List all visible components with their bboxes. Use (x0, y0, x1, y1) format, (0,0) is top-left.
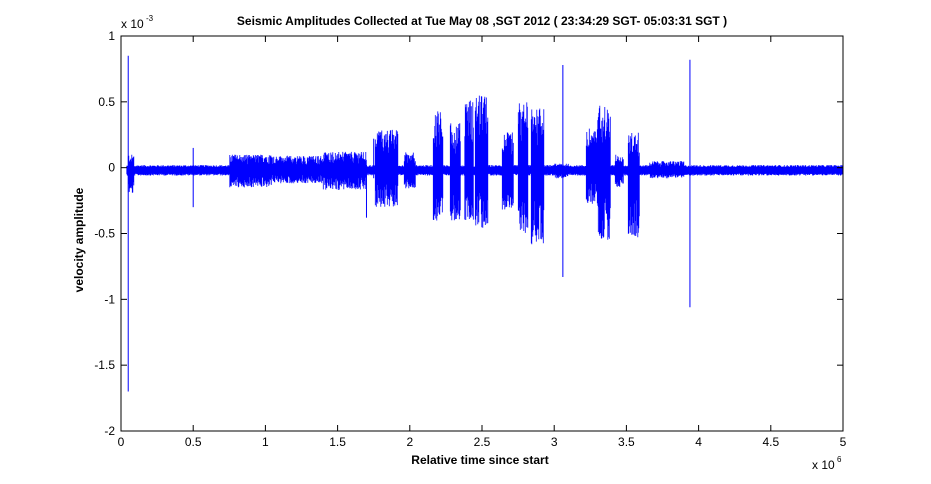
x-axis-multiplier: x 10 6 (812, 455, 842, 472)
plot-background (121, 36, 843, 431)
y-axis-ticks: -2 -1.5 -1 -0.5 0 0.5 1 (94, 29, 843, 438)
y-tick-label: 0.5 (98, 95, 115, 109)
y-axis-label: velocity amplitude (72, 187, 86, 292)
y-tick-label: -2 (104, 424, 115, 438)
x-tick-label: 1.5 (329, 435, 346, 449)
x-tick-label: 3.5 (618, 435, 635, 449)
x-tick-label: 2.5 (474, 435, 491, 449)
x-tick-label: 2 (406, 435, 413, 449)
plot-area (121, 36, 843, 431)
x-tick-label: 1 (262, 435, 269, 449)
x-multiplier-base: x 10 (812, 458, 835, 472)
x-tick-label: 4 (695, 435, 702, 449)
x-axis-label: Relative time since start (411, 453, 548, 467)
x-tick-label: 4.5 (762, 435, 779, 449)
x-tick-label: 0 (118, 435, 125, 449)
x-tick-label: 5 (840, 435, 847, 449)
y-tick-label: 1 (108, 29, 115, 43)
x-tick-label: 3 (551, 435, 558, 449)
x-axis-ticks: 0 0.5 1 1.5 2 2.5 3 3.5 4 4.5 5 (118, 36, 847, 449)
y-tick-label: -1 (104, 292, 115, 306)
y-multiplier-exponent: -3 (146, 14, 154, 23)
y-tick-label: -1.5 (94, 358, 115, 372)
y-tick-label: 0 (108, 161, 115, 175)
x-multiplier-exponent: 6 (837, 455, 842, 464)
x-tick-label: 0.5 (185, 435, 202, 449)
chart-title: Seismic Amplitudes Collected at Tue May … (237, 14, 727, 28)
y-axis-multiplier: x 10 -3 (121, 14, 154, 31)
signal-trace (126, 55, 844, 392)
y-tick-label: -0.5 (94, 227, 115, 241)
y-multiplier-base: x 10 (121, 17, 144, 31)
